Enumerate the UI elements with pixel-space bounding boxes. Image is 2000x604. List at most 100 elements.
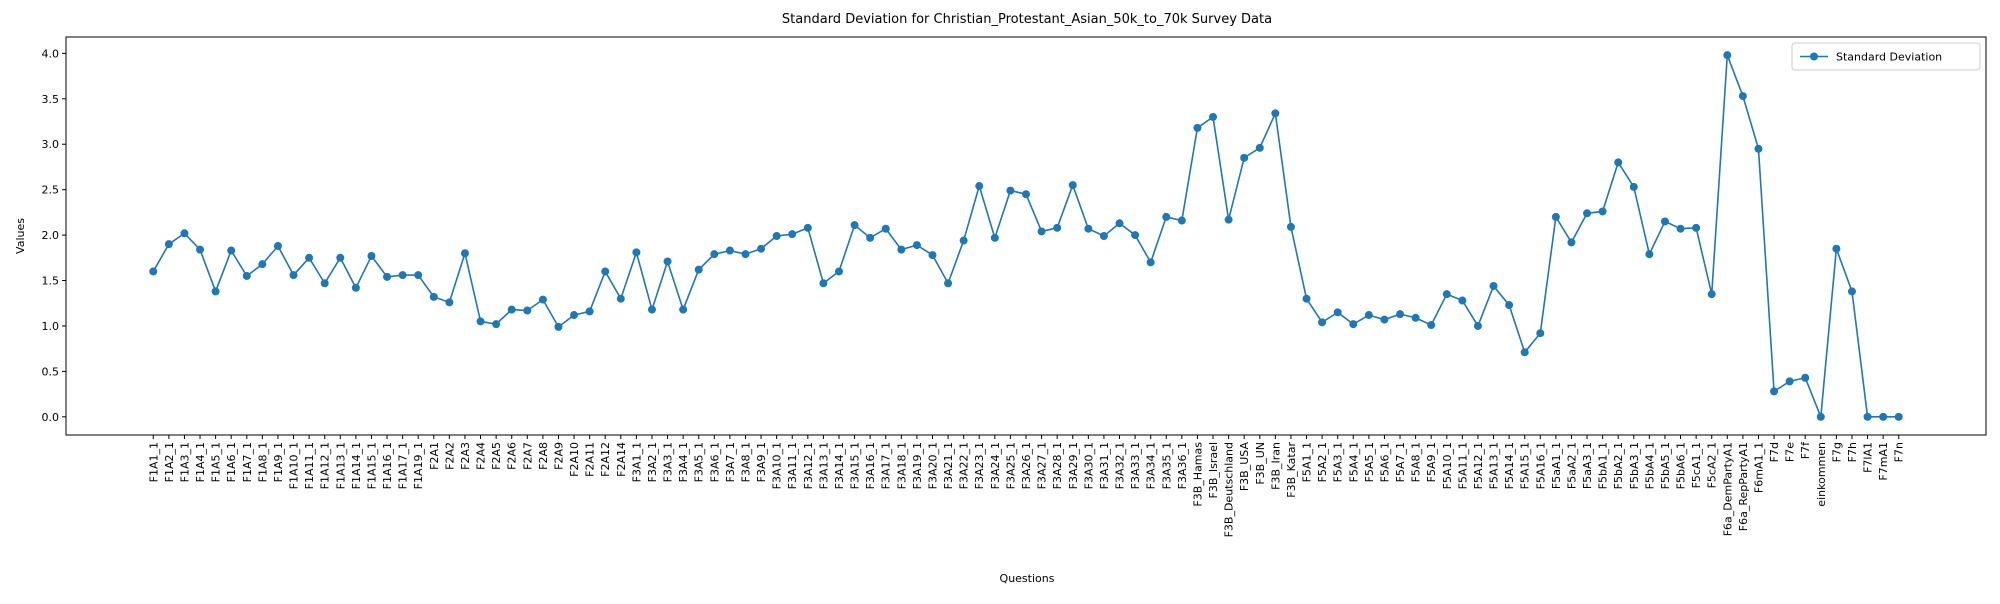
y-tick-label: 2.0 bbox=[42, 229, 60, 242]
data-point bbox=[1271, 109, 1280, 118]
data-point bbox=[1240, 153, 1249, 162]
data-point bbox=[897, 245, 906, 254]
data-point bbox=[850, 221, 859, 230]
x-tick-label: F5A12_1 bbox=[1472, 442, 1485, 489]
data-point bbox=[1349, 320, 1358, 329]
x-tick-label: F3A23_1 bbox=[973, 442, 986, 489]
x-tick-label: F5bA1_1 bbox=[1597, 442, 1610, 489]
data-point bbox=[1411, 313, 1420, 322]
x-tick-label: F1A10_1 bbox=[288, 442, 301, 489]
data-point bbox=[819, 279, 828, 288]
x-tick-label: F5A15_1 bbox=[1519, 442, 1532, 489]
x-tick-label: F5A11_1 bbox=[1456, 442, 1469, 489]
x-tick-label: F5A13_1 bbox=[1488, 442, 1501, 489]
data-point bbox=[1115, 219, 1124, 228]
data-point bbox=[1660, 217, 1669, 226]
x-tick-label: F2A14 bbox=[615, 442, 628, 477]
data-point bbox=[305, 253, 314, 262]
data-point bbox=[632, 248, 641, 257]
x-tick-label: F7f bbox=[1799, 441, 1812, 459]
data-point bbox=[1364, 311, 1373, 320]
x-tick-label: F3A31_1 bbox=[1098, 442, 1111, 489]
x-tick-label: F5bA6_1 bbox=[1675, 442, 1688, 489]
data-point bbox=[1255, 143, 1264, 152]
x-tick-label: F5A6_1 bbox=[1378, 442, 1391, 482]
data-point bbox=[944, 279, 953, 288]
data-point bbox=[1879, 412, 1888, 421]
data-point bbox=[1676, 224, 1685, 233]
x-tick-label: F3A7_1 bbox=[724, 442, 737, 482]
data-point bbox=[476, 317, 485, 326]
x-tick-label: F3A35_1 bbox=[1160, 442, 1173, 489]
data-point bbox=[1022, 190, 1030, 199]
data-point bbox=[1006, 186, 1015, 195]
data-point bbox=[211, 287, 220, 296]
legend-label: Standard Deviation bbox=[1836, 51, 1942, 64]
x-tick-label: F3A26_1 bbox=[1020, 442, 1033, 489]
y-tick-label: 1.0 bbox=[42, 320, 60, 333]
data-point bbox=[1770, 387, 1779, 396]
data-point bbox=[367, 251, 376, 260]
data-point bbox=[1816, 412, 1825, 421]
x-tick-label: F3A2_1 bbox=[646, 442, 659, 482]
x-tick-label: F3A21_1 bbox=[942, 442, 955, 489]
data-point bbox=[881, 224, 890, 233]
data-point bbox=[601, 267, 610, 276]
data-point bbox=[975, 182, 984, 191]
x-tick-label: F2A10 bbox=[568, 442, 581, 477]
data-point bbox=[523, 306, 532, 315]
data-point bbox=[1084, 224, 1093, 233]
x-tick-label: F5A14_1 bbox=[1503, 442, 1516, 489]
x-tick-label: F3A4_1 bbox=[677, 442, 690, 482]
data-point bbox=[1738, 92, 1747, 101]
chart-title: Standard Deviation for Christian_Protest… bbox=[782, 12, 1272, 27]
x-tick-label: F1A19_1 bbox=[412, 442, 425, 489]
x-tick-label: F1A11_1 bbox=[303, 442, 316, 489]
data-point bbox=[383, 272, 392, 281]
x-tick-label: F2A7 bbox=[521, 442, 534, 470]
data-point bbox=[429, 292, 438, 301]
data-point bbox=[694, 265, 703, 274]
series-line bbox=[152, 54, 1899, 418]
data-point bbox=[585, 307, 594, 316]
data-point bbox=[1146, 258, 1155, 267]
x-tick-label: F3A16_1 bbox=[864, 442, 877, 489]
x-tick-label: F1A5_1 bbox=[210, 442, 223, 482]
data-point bbox=[258, 260, 267, 269]
y-tick-label: 0.5 bbox=[42, 365, 60, 378]
data-point bbox=[1177, 216, 1186, 225]
x-tick-label: F5aA1_1 bbox=[1550, 442, 1563, 489]
x-tick-label: F3A24_1 bbox=[989, 442, 1002, 489]
x-tick-label: F1A3_1 bbox=[178, 442, 191, 482]
data-point bbox=[1489, 281, 1498, 290]
x-tick-label: F6mA1_1 bbox=[1752, 442, 1765, 493]
legend-box bbox=[1791, 42, 1981, 71]
data-point bbox=[1473, 321, 1482, 330]
x-tick-label: F2A9 bbox=[552, 442, 565, 470]
x-tick-label: F1A4_1 bbox=[194, 442, 207, 482]
data-point bbox=[1193, 123, 1202, 132]
x-tick-label: F7mA1 bbox=[1877, 442, 1890, 481]
data-point bbox=[1427, 321, 1436, 330]
x-tick-label: F5cA1_1 bbox=[1690, 442, 1703, 488]
data-point bbox=[616, 294, 625, 303]
x-tick-label: F7h bbox=[1846, 442, 1859, 462]
y-tick-label: 2.5 bbox=[42, 184, 60, 197]
data-point bbox=[710, 250, 719, 259]
data-point bbox=[289, 271, 298, 280]
x-tick-label: F1A16_1 bbox=[381, 442, 394, 489]
x-tick-label: F1A14_1 bbox=[350, 442, 363, 489]
data-point bbox=[679, 305, 688, 314]
x-tick-label: F1A7_1 bbox=[241, 442, 254, 482]
x-tick-label: F5A1_1 bbox=[1301, 442, 1314, 482]
data-point bbox=[1442, 290, 1451, 299]
data-point bbox=[1645, 250, 1654, 259]
data-point bbox=[445, 298, 454, 307]
y-tick-label: 1.5 bbox=[42, 275, 60, 288]
x-tick-label: F3A6_1 bbox=[708, 442, 721, 482]
x-tick-label: F3A15_1 bbox=[849, 442, 862, 489]
data-point bbox=[1068, 181, 1077, 190]
x-tick-label: F5aA3_1 bbox=[1581, 442, 1594, 489]
data-point bbox=[460, 249, 469, 258]
